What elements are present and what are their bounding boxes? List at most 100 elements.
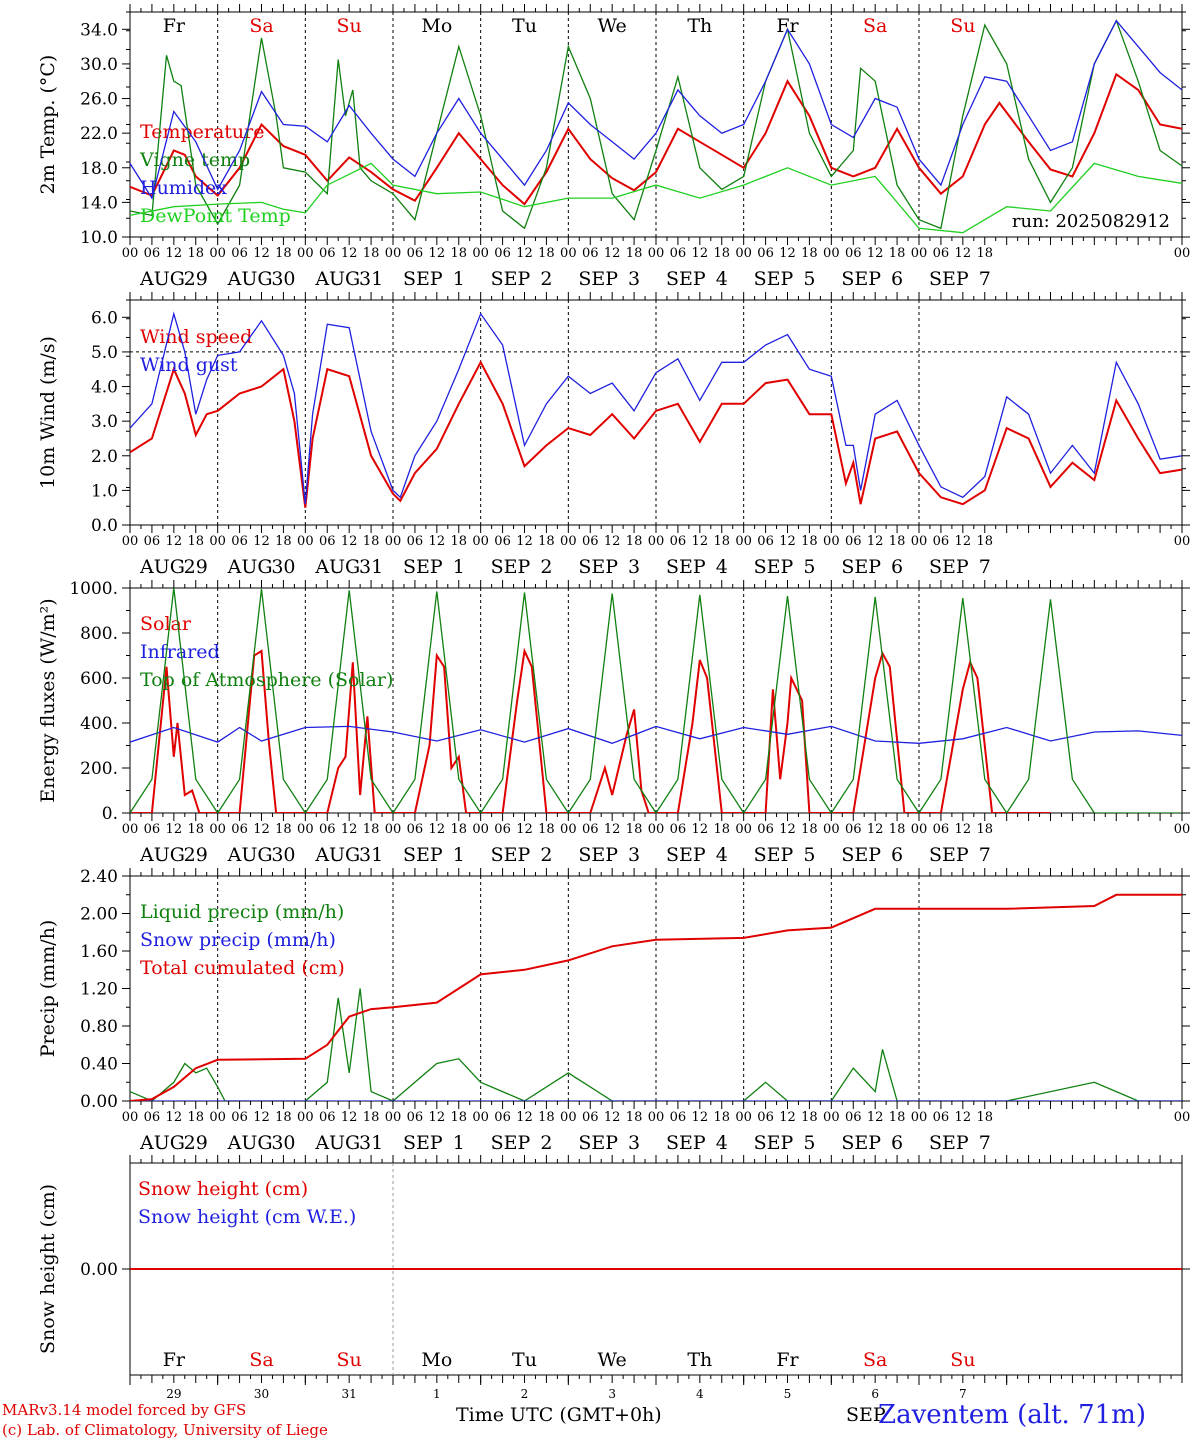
- hour-label: 06: [319, 1110, 336, 1125]
- hour-label: 00: [472, 822, 489, 837]
- y-tick-label: 1000.: [69, 579, 118, 599]
- hour-label: 06: [670, 822, 687, 837]
- date-month-label: SEP: [403, 1132, 443, 1154]
- series-line-total-cumulated-cm-: [130, 893, 1182, 1101]
- hour-label: 00: [472, 534, 489, 549]
- weekday-top: Mo: [421, 15, 452, 37]
- hour-label: 06: [407, 246, 424, 261]
- hour-label: 00: [297, 822, 314, 837]
- hour-label: 12: [604, 534, 621, 549]
- legend-snow-height-cm-w-e-: Snow height (cm W.E.): [138, 1206, 356, 1228]
- legend-humidex: Humidex: [140, 177, 227, 199]
- hour-label: 18: [801, 534, 818, 549]
- date-month-label: SEP: [491, 268, 531, 290]
- weekday-bottom: Sa: [249, 1349, 273, 1371]
- hour-label: 00: [560, 246, 577, 261]
- y-axis-label: Snow height (cm): [37, 1184, 59, 1354]
- hour-label: 12: [341, 534, 358, 549]
- hour-label: 18: [275, 1110, 292, 1125]
- y-axis-label: 2m Temp. (°C): [37, 55, 59, 195]
- date-day-label: 31: [359, 268, 383, 290]
- panel-frame-2: [129, 587, 1183, 814]
- weekday-bottom: Mo: [421, 1349, 452, 1371]
- hour-label: 18: [538, 534, 555, 549]
- hour-label: 12: [253, 534, 270, 549]
- hour-label: 06: [407, 1110, 424, 1125]
- date-day-label: 31: [359, 844, 383, 866]
- y-tick-label: 0.00: [80, 1092, 118, 1112]
- series-line-wind-speed: [130, 360, 1182, 508]
- weekday-bottom: Th: [687, 1349, 712, 1371]
- hour-label: 12: [692, 534, 709, 549]
- series-line-infrared: [130, 725, 1182, 744]
- hour-label: 06: [407, 822, 424, 837]
- bottom-day-number: 1: [433, 1387, 441, 1401]
- hour-label: 18: [187, 822, 204, 837]
- hour-label: 12: [867, 822, 884, 837]
- series-line-top-of-atmosphere-solar-: [130, 588, 1182, 813]
- date-month-label: SEP: [754, 1132, 794, 1154]
- hour-label: 06: [670, 534, 687, 549]
- hour-label: 18: [976, 534, 993, 549]
- date-day-label: 5: [803, 268, 815, 290]
- hour-label: 00: [648, 1110, 665, 1125]
- y-tick-label: 1.20: [80, 980, 118, 1000]
- hour-label: 12: [779, 246, 796, 261]
- date-day-label: 7: [979, 1132, 991, 1154]
- hour-label: 00: [122, 1110, 139, 1125]
- y-tick-label: 0.00: [80, 1260, 118, 1280]
- weekday-bottom: Tu: [512, 1349, 537, 1371]
- hour-label: 06: [231, 822, 248, 837]
- date-month-label: AUG: [227, 268, 273, 290]
- date-day-label: 6: [891, 1132, 903, 1154]
- y-tick-label: 22.0: [80, 124, 118, 144]
- y-axis-label: Energy fluxes (W/m²): [37, 598, 59, 802]
- y-tick-label: 2.0: [91, 447, 118, 467]
- date-month-label: SEP: [666, 268, 706, 290]
- hour-label: 18: [713, 822, 730, 837]
- date-month-label: AUG: [314, 844, 360, 866]
- hour-label: 18: [363, 246, 380, 261]
- weekday-top: Tu: [512, 15, 537, 37]
- weekday-top: Su: [337, 15, 362, 37]
- hour-label: 12: [955, 1110, 972, 1125]
- hour-label: 06: [933, 246, 950, 261]
- date-day-label: 29: [184, 268, 208, 290]
- weekday-top: Sa: [249, 15, 273, 37]
- hour-label: 18: [450, 534, 467, 549]
- weekday-top: Fr: [163, 15, 186, 37]
- hour-label: 12: [955, 246, 972, 261]
- date-day-label: 31: [359, 556, 383, 578]
- hour-label: 00: [911, 534, 928, 549]
- hour-label: 18: [187, 1110, 204, 1125]
- hour-label: 18: [713, 1110, 730, 1125]
- hour-label: 00: [560, 822, 577, 837]
- legend-top-of-atmosphere-solar-: Top of Atmosphere (Solar): [140, 669, 393, 691]
- bottom-day-number: 30: [254, 1387, 269, 1401]
- hour-label: 06: [144, 534, 161, 549]
- date-month-label: SEP: [491, 556, 531, 578]
- hour-label: 12: [867, 534, 884, 549]
- hour-label: 00: [472, 1110, 489, 1125]
- hour-label: 12: [867, 1110, 884, 1125]
- date-day-label: 6: [891, 268, 903, 290]
- y-tick-label: 0.40: [80, 1055, 118, 1075]
- weekday-top: Fr: [776, 15, 799, 37]
- hour-label: 12: [166, 822, 183, 837]
- hour-label: 12: [429, 534, 446, 549]
- date-day-label: 1: [453, 268, 465, 290]
- y-tick-label: 14.0: [80, 193, 118, 213]
- hour-label: 12: [692, 1110, 709, 1125]
- date-day-label: 5: [803, 1132, 815, 1154]
- date-month-label: AUG: [227, 1132, 273, 1154]
- hour-label: 18: [187, 534, 204, 549]
- date-month-label: SEP: [491, 1132, 531, 1154]
- date-day-label: 30: [271, 268, 295, 290]
- hour-label: 00: [385, 246, 402, 261]
- y-tick-label: 6.0: [91, 308, 118, 328]
- date-day-label: 6: [891, 844, 903, 866]
- date-month-label: AUG: [314, 268, 360, 290]
- hour-label: 12: [253, 1110, 270, 1125]
- hour-label: 06: [582, 822, 599, 837]
- hour-label: 00: [209, 246, 226, 261]
